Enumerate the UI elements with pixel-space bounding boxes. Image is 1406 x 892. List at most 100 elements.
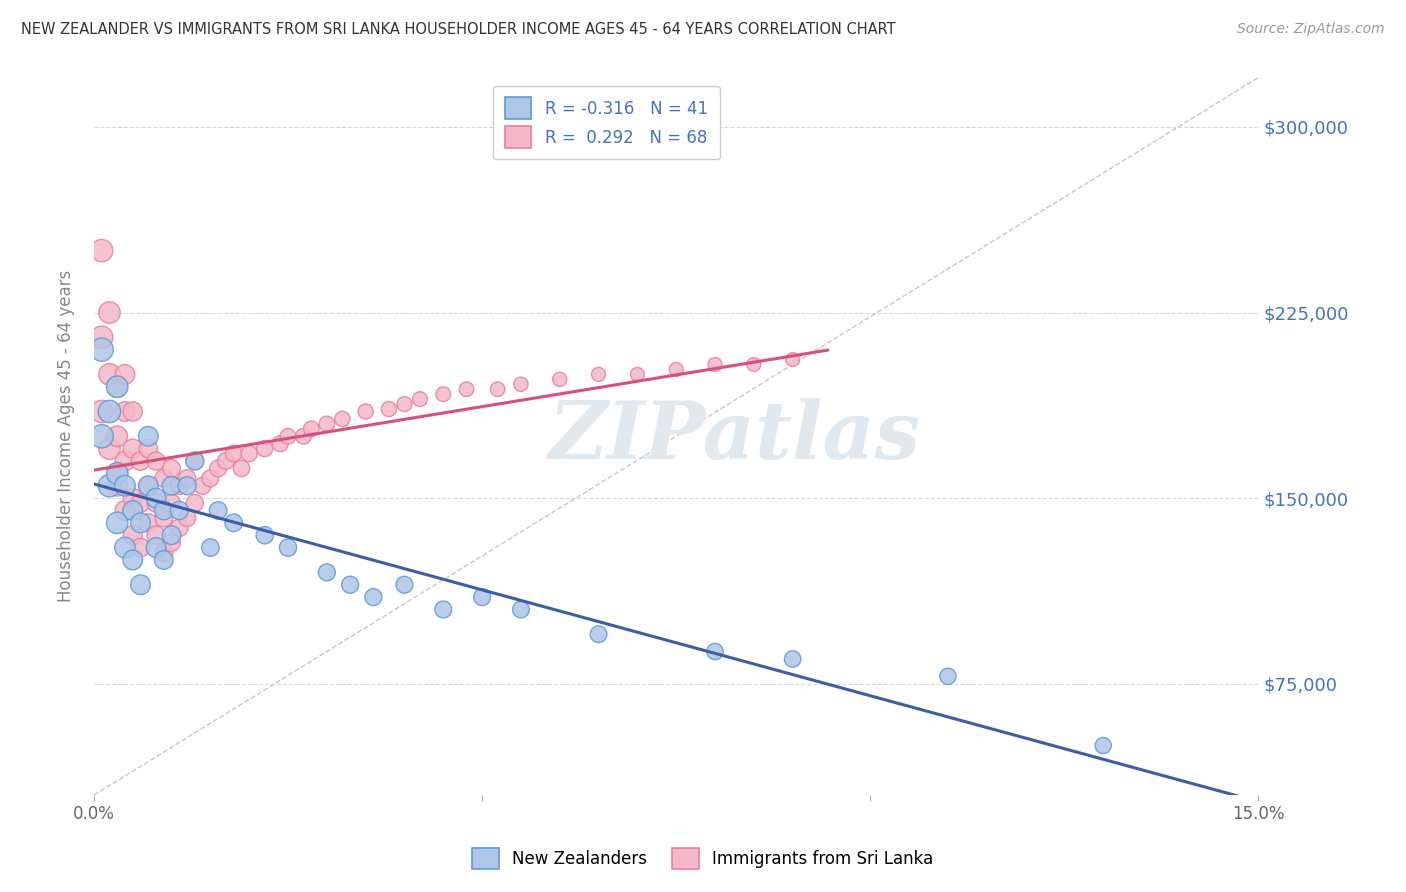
Point xyxy=(742,358,765,372)
Point xyxy=(510,602,533,616)
Point xyxy=(153,545,176,559)
Point xyxy=(704,358,727,372)
Point xyxy=(231,461,253,475)
Point xyxy=(121,553,143,567)
Point xyxy=(315,417,337,431)
Point xyxy=(315,566,337,580)
Point xyxy=(105,467,128,481)
Point xyxy=(339,578,361,592)
Point xyxy=(782,652,804,666)
Point xyxy=(238,446,260,460)
Point xyxy=(90,343,112,357)
Point xyxy=(215,454,238,468)
Point xyxy=(121,528,143,542)
Point xyxy=(277,429,299,443)
Point xyxy=(176,511,198,525)
Point xyxy=(704,644,727,658)
Point xyxy=(90,330,112,344)
Point xyxy=(299,422,322,436)
Legend: New Zealanders, Immigrants from Sri Lanka: New Zealanders, Immigrants from Sri Lank… xyxy=(463,838,943,880)
Point xyxy=(456,382,478,396)
Point xyxy=(105,429,128,443)
Point xyxy=(114,541,136,555)
Point xyxy=(207,503,229,517)
Point xyxy=(176,471,198,485)
Point xyxy=(114,404,136,418)
Point xyxy=(129,541,152,555)
Point xyxy=(471,590,494,604)
Point xyxy=(105,380,128,394)
Point xyxy=(394,578,416,592)
Point xyxy=(160,479,183,493)
Point xyxy=(588,368,610,382)
Point xyxy=(136,429,159,443)
Text: ZIPatlas: ZIPatlas xyxy=(548,398,921,475)
Point xyxy=(136,479,159,493)
Point xyxy=(200,541,222,555)
Point xyxy=(114,503,136,517)
Point xyxy=(936,669,959,683)
Point xyxy=(169,503,191,517)
Point xyxy=(207,461,229,475)
Point xyxy=(145,454,167,468)
Point xyxy=(200,471,222,485)
Point xyxy=(510,377,533,392)
Point xyxy=(145,496,167,510)
Point xyxy=(153,511,176,525)
Point xyxy=(409,392,432,406)
Point xyxy=(105,479,128,493)
Point xyxy=(222,446,245,460)
Point xyxy=(105,516,128,530)
Point xyxy=(90,244,112,258)
Y-axis label: Householder Income Ages 45 - 64 years: Householder Income Ages 45 - 64 years xyxy=(58,270,75,602)
Point xyxy=(98,442,121,456)
Point xyxy=(354,404,377,418)
Point xyxy=(129,454,152,468)
Point xyxy=(129,496,152,510)
Point xyxy=(160,528,183,542)
Point xyxy=(184,496,207,510)
Point xyxy=(277,541,299,555)
Point xyxy=(121,442,143,456)
Point xyxy=(332,412,354,426)
Point xyxy=(98,368,121,382)
Point xyxy=(145,541,167,555)
Point xyxy=(378,402,401,417)
Point xyxy=(98,305,121,319)
Point xyxy=(176,479,198,493)
Point xyxy=(169,521,191,535)
Point xyxy=(105,467,128,481)
Point xyxy=(136,442,159,456)
Point xyxy=(626,368,648,382)
Point xyxy=(129,578,152,592)
Point xyxy=(153,553,176,567)
Point xyxy=(114,368,136,382)
Point xyxy=(90,404,112,418)
Point xyxy=(184,454,207,468)
Text: NEW ZEALANDER VS IMMIGRANTS FROM SRI LANKA HOUSEHOLDER INCOME AGES 45 - 64 YEARS: NEW ZEALANDER VS IMMIGRANTS FROM SRI LAN… xyxy=(21,22,896,37)
Point xyxy=(665,362,688,376)
Point xyxy=(253,442,276,456)
Point xyxy=(98,479,121,493)
Point xyxy=(184,454,207,468)
Point xyxy=(253,528,276,542)
Text: Source: ZipAtlas.com: Source: ZipAtlas.com xyxy=(1237,22,1385,37)
Point xyxy=(121,404,143,418)
Point xyxy=(548,372,571,386)
Point xyxy=(145,528,167,542)
Point xyxy=(153,503,176,517)
Point xyxy=(136,479,159,493)
Point xyxy=(121,491,143,505)
Point xyxy=(169,479,191,493)
Point xyxy=(129,516,152,530)
Point xyxy=(145,491,167,505)
Point xyxy=(432,387,454,401)
Point xyxy=(160,496,183,510)
Point xyxy=(269,436,291,450)
Point xyxy=(588,627,610,641)
Point xyxy=(136,516,159,530)
Point xyxy=(90,429,112,443)
Point xyxy=(121,503,143,517)
Point xyxy=(394,397,416,411)
Point xyxy=(1092,739,1115,753)
